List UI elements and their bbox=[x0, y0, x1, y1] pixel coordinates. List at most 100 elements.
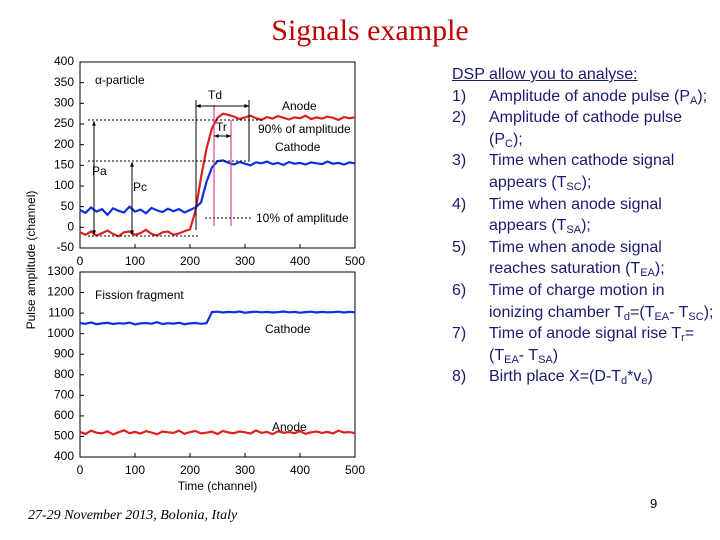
item-text: ); bbox=[703, 303, 714, 321]
y-axis-label: Pulse amplitude (channel) bbox=[24, 191, 38, 330]
series-label: Anode bbox=[272, 420, 307, 434]
x-axis-label: Time (channel) bbox=[178, 479, 258, 493]
annotation: α-particle bbox=[95, 73, 145, 87]
item-subscript: d bbox=[623, 310, 631, 323]
y-tick-label: 300 bbox=[54, 96, 74, 110]
series-label: Cathode bbox=[275, 140, 321, 154]
arrow-head bbox=[92, 121, 96, 126]
arrow-head bbox=[92, 230, 96, 235]
list-item: 5) Time when anode signal reaches saturat… bbox=[452, 237, 714, 280]
item-text: ) bbox=[552, 346, 559, 364]
y-tick-label: 600 bbox=[54, 408, 74, 422]
item-subscript: SA bbox=[566, 224, 582, 237]
list-item: 7) Time of anode signal rise Tr= (TEA- TS… bbox=[452, 323, 714, 366]
item-subscript: e bbox=[641, 375, 648, 388]
slide-title: Signals example bbox=[271, 14, 469, 47]
item-subscript: C bbox=[505, 137, 513, 150]
arrow-head bbox=[214, 134, 219, 138]
x-tick-label: 500 bbox=[345, 463, 365, 477]
item-number: 8) bbox=[452, 368, 467, 386]
item-number: 4) bbox=[452, 195, 467, 213]
page-number: 9 bbox=[650, 496, 658, 511]
item-text: ); bbox=[512, 130, 523, 148]
item-text: Amplitude of cathode pulse (P bbox=[489, 109, 683, 148]
x-tick-label: 100 bbox=[125, 254, 145, 268]
series-line bbox=[79, 159, 356, 217]
item-text: Time when anode signal appears (T bbox=[489, 195, 662, 235]
series-label: Anode bbox=[282, 99, 317, 113]
y-tick-label: 800 bbox=[54, 367, 74, 381]
arrow-head bbox=[244, 104, 249, 108]
annotation: Tr bbox=[216, 120, 227, 134]
item-subscript: SC bbox=[566, 180, 582, 193]
item-text: Time of anode signal rise T bbox=[489, 325, 682, 343]
y-tick-label: 250 bbox=[54, 116, 74, 130]
x-tick-label: 400 bbox=[290, 254, 310, 268]
list-item: 2) Amplitude of cathode pulse (PC); bbox=[452, 107, 714, 150]
plot-frame bbox=[79, 271, 356, 458]
item-text: ); bbox=[581, 173, 592, 191]
arrow-head bbox=[130, 162, 134, 167]
list-item: 1) Amplitude of anode pulse (PA); bbox=[452, 86, 714, 108]
item-number: 5) bbox=[452, 238, 467, 256]
item-text: Amplitude of anode pulse (P bbox=[489, 87, 691, 105]
list-heading: DSP allow you to analyse: bbox=[452, 66, 638, 83]
x-tick-label: 0 bbox=[77, 463, 84, 477]
item-subscript: SC bbox=[688, 310, 704, 323]
y-tick-label: 1200 bbox=[47, 285, 74, 299]
item-text: Birth place X=(D-T bbox=[489, 368, 622, 386]
x-tick-label: 400 bbox=[290, 463, 310, 477]
y-tick-label: 700 bbox=[54, 388, 74, 402]
y-tick-label: 1000 bbox=[47, 326, 74, 340]
annotation: 90% of amplitude bbox=[258, 122, 351, 136]
item-text: Time of charge motion in ionizing chambe… bbox=[489, 281, 665, 321]
x-tick-label: 200 bbox=[180, 254, 200, 268]
list-item: 6) Time of charge motion in ionizing cham… bbox=[452, 280, 714, 323]
x-tick-label: 200 bbox=[180, 463, 200, 477]
annotation: Pc bbox=[133, 180, 147, 194]
x-tick-label: 500 bbox=[345, 254, 365, 268]
item-number: 3) bbox=[452, 152, 467, 170]
item-text: ); bbox=[697, 87, 708, 105]
y-tick-label: 500 bbox=[54, 429, 74, 443]
x-tick-label: 0 bbox=[77, 254, 84, 268]
item-subscript: d bbox=[621, 375, 628, 388]
item-text: ); bbox=[581, 217, 591, 235]
series-line bbox=[79, 112, 356, 238]
item-text: =(T bbox=[630, 303, 655, 321]
analysis-list: DSP allow you to analyse: 1) Amplitude of… bbox=[452, 64, 714, 388]
y-tick-label: -50 bbox=[57, 240, 75, 254]
item-subscript: SA bbox=[538, 353, 553, 366]
y-tick-label: 400 bbox=[54, 54, 74, 68]
item-text: ); bbox=[654, 260, 665, 278]
y-tick-label: 200 bbox=[54, 137, 74, 151]
arrow-head bbox=[226, 134, 231, 138]
y-tick-label: 900 bbox=[54, 346, 74, 360]
item-text: - T bbox=[518, 346, 539, 364]
item-subscript: EA bbox=[640, 267, 655, 280]
y-tick-label: 0 bbox=[67, 220, 74, 234]
list-item: 3) Time when cathode signal appears (TSC)… bbox=[452, 150, 714, 193]
list-item: 8) Birth place X=(D-Td*ve) bbox=[452, 366, 714, 388]
series-line bbox=[79, 429, 356, 436]
series-line bbox=[79, 310, 356, 326]
arrow-head bbox=[196, 104, 201, 108]
item-text: ) bbox=[647, 368, 653, 386]
item-number: 1) bbox=[452, 87, 467, 105]
item-text: = (T bbox=[489, 325, 695, 364]
arrow-head bbox=[130, 230, 134, 235]
annotation: Pa bbox=[92, 164, 107, 178]
item-number: 7) bbox=[452, 325, 467, 343]
item-number: 6) bbox=[452, 281, 467, 299]
item-text: Time when cathode signal appears (T bbox=[489, 152, 675, 191]
y-tick-label: 400 bbox=[54, 449, 74, 463]
annotation: 10% of amplitude bbox=[256, 211, 349, 225]
item-subscript: EA bbox=[504, 353, 519, 366]
x-tick-label: 300 bbox=[235, 463, 255, 477]
item-text: - T bbox=[669, 303, 689, 321]
item-text: Time when anode signal reaches saturatio… bbox=[489, 238, 662, 278]
footer: 27-29 November 2013, Bolonia, Italy bbox=[28, 508, 238, 523]
x-tick-label: 300 bbox=[235, 254, 255, 268]
